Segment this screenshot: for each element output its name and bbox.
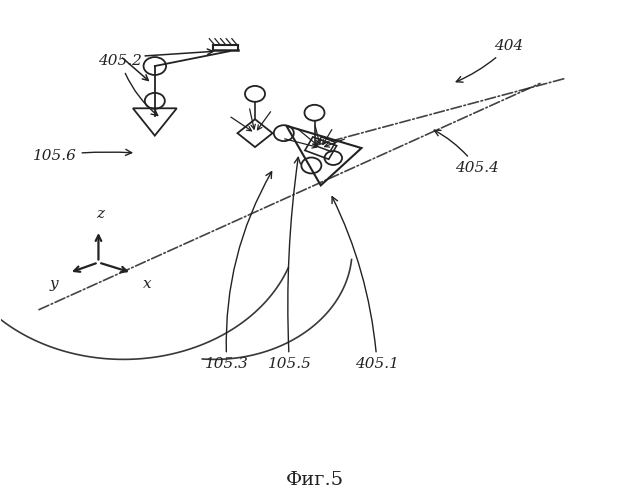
- Text: 405.1: 405.1: [332, 196, 399, 372]
- Text: x: x: [143, 277, 152, 291]
- Text: 105.3: 105.3: [205, 172, 272, 372]
- Text: 105.5: 105.5: [267, 158, 311, 372]
- Text: z: z: [96, 207, 104, 221]
- Text: y: y: [49, 277, 58, 291]
- Text: 405.2: 405.2: [98, 54, 158, 116]
- Text: 105.6: 105.6: [33, 148, 131, 162]
- Text: 404: 404: [456, 39, 523, 82]
- Text: 405.4: 405.4: [434, 130, 499, 175]
- Text: Фиг.5: Фиг.5: [286, 470, 343, 488]
